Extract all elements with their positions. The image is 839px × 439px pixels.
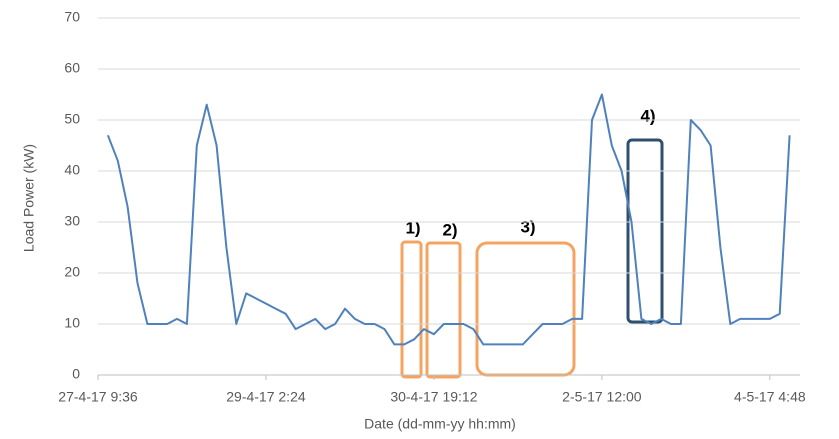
annotation-label: 1) (405, 218, 420, 237)
annotation-box (626, 138, 664, 324)
annotation-label: 2) (442, 220, 457, 239)
x-tick-label: 2-5-17 12:00 (562, 389, 642, 405)
x-tick-label: 30-4-17 19:12 (390, 389, 477, 405)
y-tick-label: 70 (64, 9, 80, 25)
x-axis-label: Date (dd-mm-yy hh:mm) (364, 416, 516, 432)
y-tick-label: 30 (64, 213, 80, 229)
y-axis-label: Load Power (kW) (21, 144, 37, 252)
data-line (106, 93, 791, 346)
y-tick-label: 10 (64, 315, 80, 331)
annotation-label: 3) (520, 217, 535, 236)
annotation-label: 4) (640, 106, 655, 125)
y-tick-label: 0 (72, 366, 80, 382)
y-tick-label: 50 (64, 111, 80, 127)
annotation-box (400, 240, 423, 379)
y-tick-label: 60 (64, 60, 80, 76)
x-tick-label: 4-5-17 4:48 (734, 389, 806, 405)
y-tick-label: 40 (64, 162, 80, 178)
x-tick-label: 29-4-17 2:24 (226, 389, 306, 405)
annotation-box (425, 241, 462, 379)
annotation-box (475, 241, 576, 377)
x-tick-label: 27-4-17 9:36 (58, 389, 138, 405)
y-tick-label: 20 (64, 264, 80, 280)
